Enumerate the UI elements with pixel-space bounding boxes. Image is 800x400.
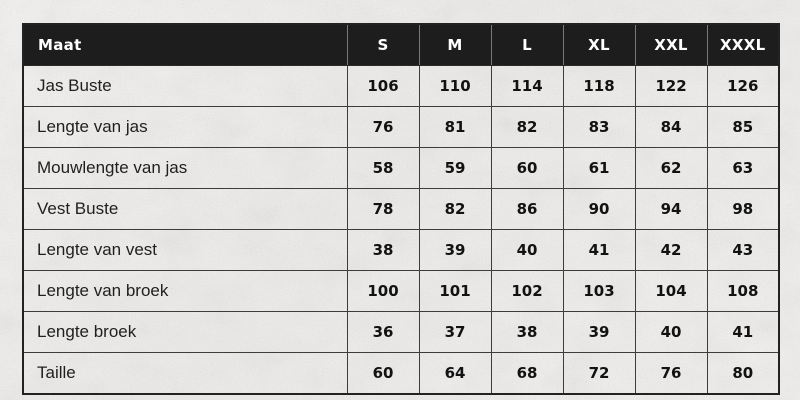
header-cell-size: XXXL bbox=[706, 24, 779, 66]
value-cell: 41 bbox=[562, 229, 636, 271]
value-cell: 83 bbox=[562, 106, 636, 148]
value-cell: 106 bbox=[346, 65, 420, 107]
value-cell: 80 bbox=[706, 352, 780, 395]
value-cell: 114 bbox=[490, 65, 564, 107]
value-cell: 84 bbox=[634, 106, 708, 148]
row-label: Lengte van jas bbox=[22, 106, 348, 148]
value-cell: 39 bbox=[418, 229, 492, 271]
value-cell: 86 bbox=[490, 188, 564, 230]
value-cell: 40 bbox=[634, 311, 708, 353]
header-cell-size: XL bbox=[562, 24, 636, 66]
row-label: Lengte broek bbox=[22, 311, 348, 353]
value-cell: 82 bbox=[418, 188, 492, 230]
value-cell: 81 bbox=[418, 106, 492, 148]
value-cell: 103 bbox=[562, 270, 636, 312]
value-cell: 41 bbox=[706, 311, 780, 353]
table-row: Lengte van vest 38 39 40 41 42 43 bbox=[22, 229, 780, 271]
table-body: Jas Buste 106 110 114 118 122 126 Lengte van ja… bbox=[22, 65, 780, 395]
value-cell: 122 bbox=[634, 65, 708, 107]
header-cell-size: L bbox=[490, 24, 564, 66]
value-cell: 76 bbox=[346, 106, 420, 148]
value-cell: 36 bbox=[346, 311, 420, 353]
table-row: Lengte van broek 100 101 102 103 104 108 bbox=[22, 270, 780, 312]
value-cell: 98 bbox=[706, 188, 780, 230]
value-cell: 39 bbox=[562, 311, 636, 353]
header-cell-size: S bbox=[346, 24, 420, 66]
value-cell: 40 bbox=[490, 229, 564, 271]
value-cell: 78 bbox=[346, 188, 420, 230]
value-cell: 104 bbox=[634, 270, 708, 312]
row-label: Lengte van broek bbox=[22, 270, 348, 312]
value-cell: 62 bbox=[634, 147, 708, 189]
value-cell: 61 bbox=[562, 147, 636, 189]
header-cell-maat: Maat bbox=[23, 24, 348, 66]
value-cell: 72 bbox=[562, 352, 636, 395]
value-cell: 82 bbox=[490, 106, 564, 148]
header-cell-size: XXL bbox=[634, 24, 708, 66]
value-cell: 43 bbox=[706, 229, 780, 271]
row-label: Mouwlengte van jas bbox=[22, 147, 348, 189]
value-cell: 108 bbox=[706, 270, 780, 312]
value-cell: 37 bbox=[418, 311, 492, 353]
value-cell: 100 bbox=[346, 270, 420, 312]
value-cell: 38 bbox=[490, 311, 564, 353]
header-row: Maat S M L XL XXL XXXL bbox=[23, 24, 779, 66]
value-cell: 76 bbox=[634, 352, 708, 395]
row-label: Vest Buste bbox=[22, 188, 348, 230]
value-cell: 101 bbox=[418, 270, 492, 312]
value-cell: 38 bbox=[346, 229, 420, 271]
value-cell: 60 bbox=[490, 147, 564, 189]
value-cell: 59 bbox=[418, 147, 492, 189]
table-row: Lengte van jas 76 81 82 83 84 85 bbox=[22, 106, 780, 148]
value-cell: 110 bbox=[418, 65, 492, 107]
value-cell: 102 bbox=[490, 270, 564, 312]
table-row: Lengte broek 36 37 38 39 40 41 bbox=[22, 311, 780, 353]
value-cell: 58 bbox=[346, 147, 420, 189]
value-cell: 63 bbox=[706, 147, 780, 189]
table-row: Vest Buste 78 82 86 90 94 98 bbox=[22, 188, 780, 230]
table-header: Maat S M L XL XXL XXXL bbox=[23, 24, 779, 66]
row-label: Lengte van vest bbox=[22, 229, 348, 271]
value-cell: 118 bbox=[562, 65, 636, 107]
table-row: Jas Buste 106 110 114 118 122 126 bbox=[22, 65, 780, 107]
value-cell: 85 bbox=[706, 106, 780, 148]
row-label: Taille bbox=[22, 352, 348, 395]
value-cell: 126 bbox=[706, 65, 780, 107]
size-chart-table: Maat S M L XL XXL XXXL Jas Buste 106 110 114 118 12… bbox=[22, 23, 780, 395]
value-cell: 94 bbox=[634, 188, 708, 230]
value-cell: 42 bbox=[634, 229, 708, 271]
value-cell: 64 bbox=[418, 352, 492, 395]
row-label: Jas Buste bbox=[22, 65, 348, 107]
value-cell: 90 bbox=[562, 188, 636, 230]
value-cell: 68 bbox=[490, 352, 564, 395]
table-row: Taille 60 64 68 72 76 80 bbox=[22, 352, 780, 395]
value-cell: 60 bbox=[346, 352, 420, 395]
header-cell-size: M bbox=[418, 24, 492, 66]
table-row: Mouwlengte van jas 58 59 60 61 62 63 bbox=[22, 147, 780, 189]
